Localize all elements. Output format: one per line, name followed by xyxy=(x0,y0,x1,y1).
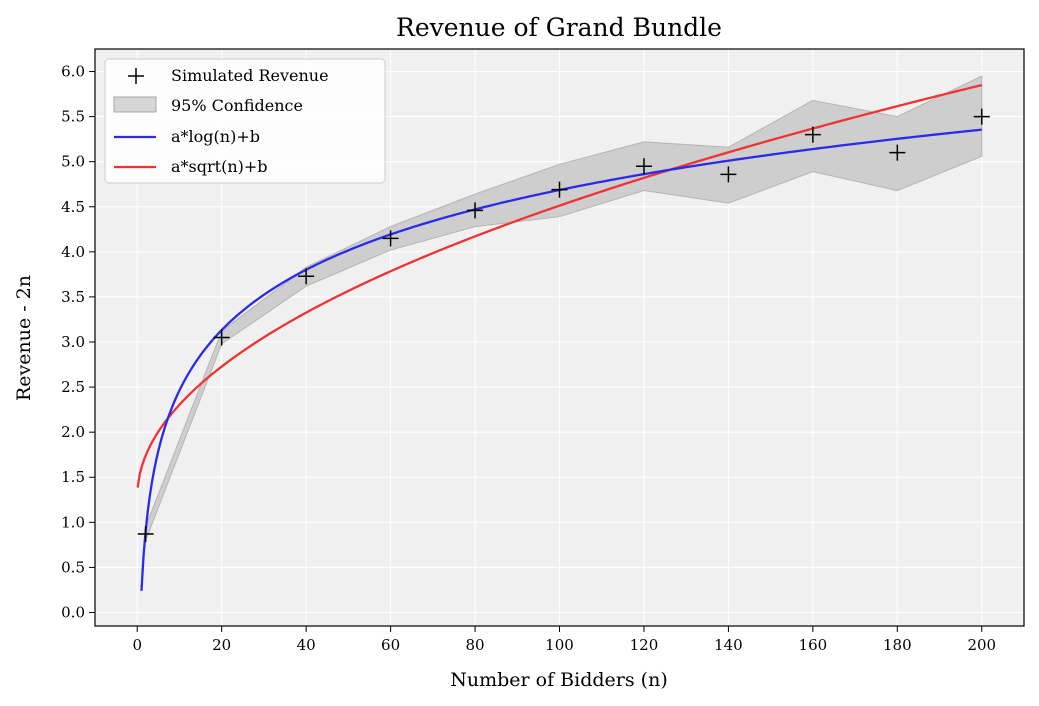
x-tick-label: 0 xyxy=(132,636,142,654)
data-point-marker xyxy=(213,329,230,346)
data-point-marker xyxy=(298,268,315,285)
data-point-marker xyxy=(804,126,821,143)
sqrt-fit-curve xyxy=(136,83,983,488)
x-tick-label: 140 xyxy=(714,636,743,654)
legend: Simulated Revenue 95% Confidence a*log(n… xyxy=(104,58,386,184)
data-point-marker xyxy=(382,230,399,247)
x-tick-label: 20 xyxy=(212,636,231,654)
y-tick-label: 4.5 xyxy=(61,198,85,216)
x-tick-label: 180 xyxy=(883,636,912,654)
data-point-marker xyxy=(467,202,484,219)
y-axis-label: Revenue - 2n xyxy=(13,275,35,401)
x-ticks: 0 20 40 60 80 100 120 140 160 180 200 xyxy=(132,626,996,654)
confidence-band-layer xyxy=(145,75,983,541)
x-tick-label: 60 xyxy=(381,636,400,654)
data-point-marker xyxy=(137,526,154,543)
data-point-marker xyxy=(720,166,737,183)
data-point-marker xyxy=(973,108,990,125)
data-point-marker xyxy=(635,158,652,175)
data-point-marker xyxy=(551,181,568,198)
legend-label-simulated-revenue: Simulated Revenue xyxy=(171,66,329,85)
y-tick-label: 0.0 xyxy=(61,603,85,621)
y-ticks: 0.0 0.5 1.0 1.5 2.0 2.5 3.0 3.5 4.0 4.5 5.0 5.5 6.0 xyxy=(61,63,95,621)
y-tick-label: 2.5 xyxy=(61,378,85,396)
y-tick-label: 3.0 xyxy=(61,333,85,351)
y-tick-label: 1.0 xyxy=(61,513,85,531)
y-tick-label: 5.0 xyxy=(61,153,85,171)
legend-box xyxy=(104,58,386,184)
y-tick-label: 2.0 xyxy=(61,423,85,441)
markers-layer xyxy=(137,108,990,543)
y-tick-label: 3.5 xyxy=(61,288,85,306)
y-tick-label: 5.5 xyxy=(61,108,85,126)
legend-label-sqrt-fit: a*sqrt(n)+b xyxy=(171,157,268,176)
data-point-marker xyxy=(889,144,906,161)
confidence-band xyxy=(145,75,983,541)
x-tick-label: 100 xyxy=(545,636,574,654)
x-tick-label: 40 xyxy=(297,636,316,654)
x-tick-label: 200 xyxy=(967,636,996,654)
legend-label-log-fit: a*log(n)+b xyxy=(171,127,260,146)
y-tick-label: 4.0 xyxy=(61,243,85,261)
y-tick-label: 1.5 xyxy=(61,468,85,486)
legend-label-confidence: 95% Confidence xyxy=(171,96,303,115)
x-tick-label: 160 xyxy=(799,636,828,654)
x-axis-label: Number of Bidders (n) xyxy=(450,669,667,691)
y-tick-label: 0.5 xyxy=(61,558,85,576)
x-tick-label: 80 xyxy=(465,636,484,654)
y-tick-label: 6.0 xyxy=(61,63,85,81)
x-tick-label: 120 xyxy=(630,636,659,654)
legend-swatch-confidence xyxy=(113,96,157,113)
chart-title: Revenue of Grand Bundle xyxy=(396,13,722,42)
